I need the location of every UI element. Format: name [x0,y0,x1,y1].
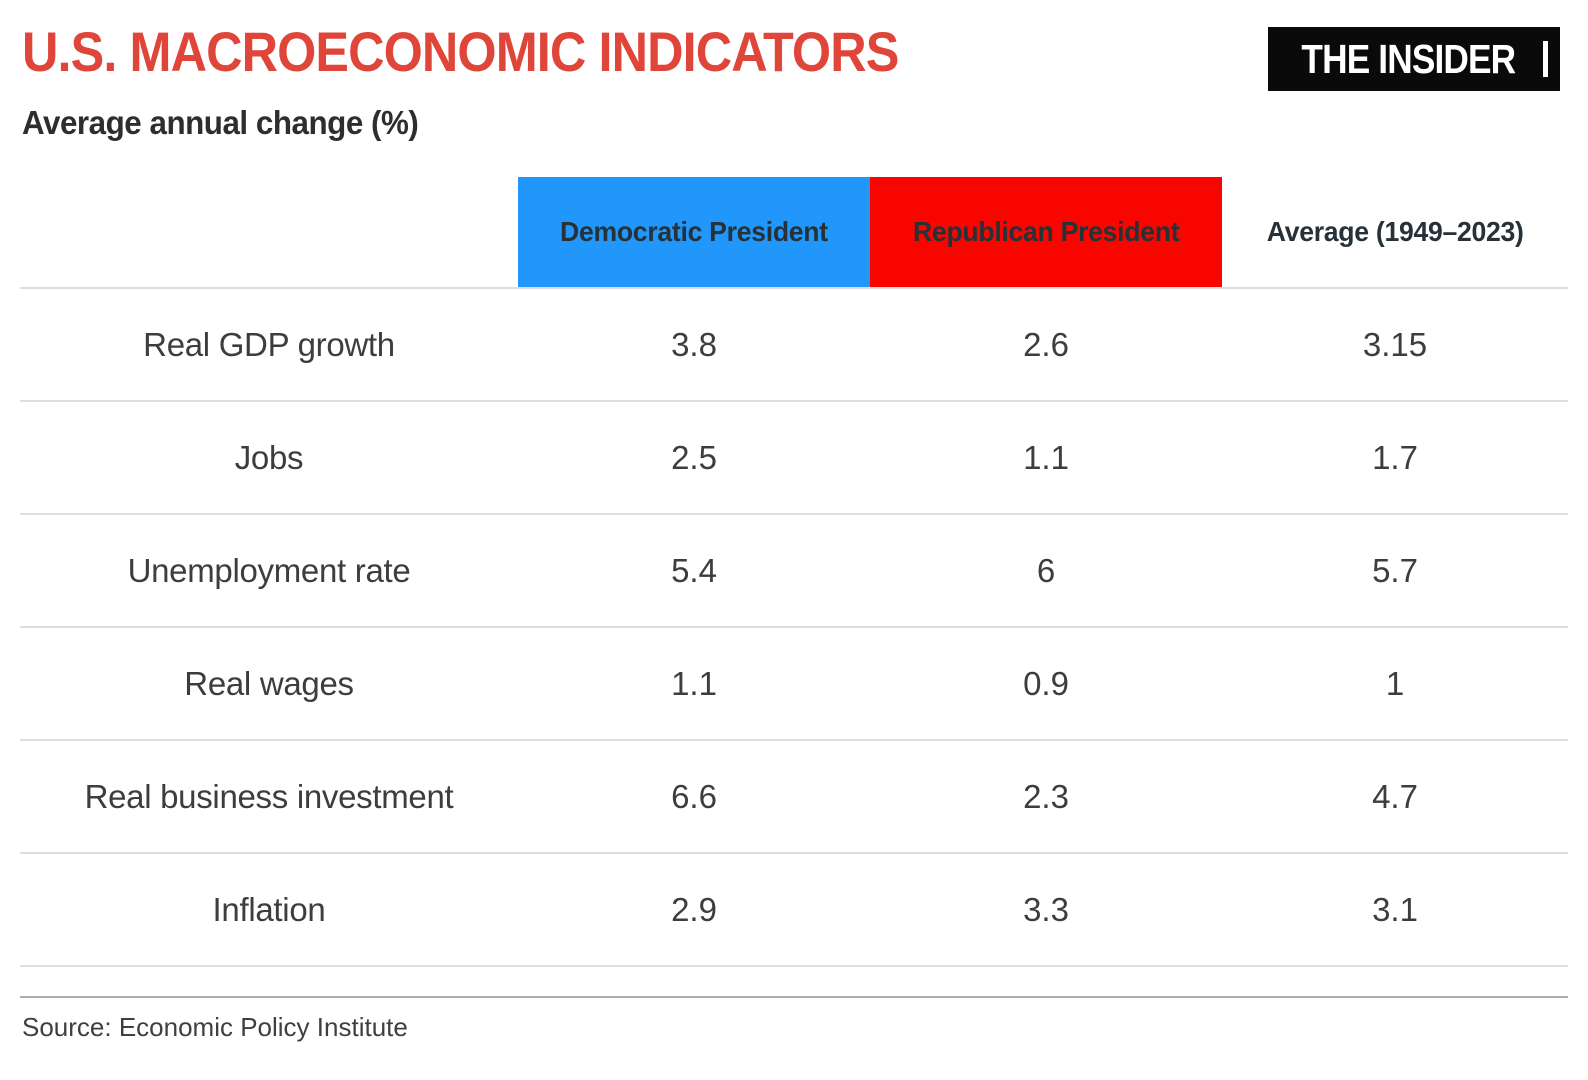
header-spacer-cell [20,177,518,287]
source-note: Source: Economic Policy Institute [22,1012,408,1042]
table-row: Unemployment rate 5.4 6 5.7 [20,515,1568,628]
row-label: Real business investment [84,777,454,815]
masthead: U.S. MACROECONOMIC INDICATORS THE INSIDE… [0,0,1588,139]
row-label: Unemployment rate [127,551,411,589]
cell-value-democratic: 5.4 [671,551,717,589]
cell-value-republican: 2.3 [1023,777,1069,815]
indicators-table: Democratic President Republican Presiden… [20,177,1568,996]
table-row: Jobs 2.5 1.1 1.7 [20,402,1568,515]
cell-value-democratic: 3.8 [671,325,717,363]
page-title: U.S. MACROECONOMIC INDICATORS [22,20,899,83]
table-row: Real GDP growth 3.8 2.6 3.15 [20,289,1568,402]
column-header-democratic-label: Democratic President [560,216,828,247]
cell-value-republican: 3.3 [1023,890,1069,928]
row-label: Real GDP growth [143,325,395,363]
brand-logo: THE INSIDER [1268,27,1560,91]
cell-value-average: 1.7 [1372,438,1418,476]
logo-cursor-bar [1543,41,1548,77]
table-row: Inflation 2.9 3.3 3.1 [20,854,1568,967]
column-header-democratic: Democratic President [518,177,870,287]
column-header-republican-label: Republican President [912,216,1180,247]
table-row: Real wages 1.1 0.9 1 [20,628,1568,741]
column-header-average: Average (1949–2023) [1222,177,1568,287]
cell-value-democratic: 2.9 [671,890,717,928]
table-header-row: Democratic President Republican Presiden… [20,177,1568,289]
cell-value-republican: 1.1 [1023,438,1069,476]
cell-value-democratic: 1.1 [671,664,717,702]
row-label: Real wages [184,664,354,702]
footer-divider [20,996,1568,998]
cell-value-republican: 2.6 [1023,325,1069,363]
row-label: Inflation [212,890,326,928]
cell-value-average: 3.1 [1372,890,1418,928]
cell-value-average: 5.7 [1372,551,1418,589]
row-label: Jobs [234,438,304,476]
table-footer-spacer [20,967,1568,996]
cell-value-average: 1 [1385,664,1405,702]
table-row: Real business investment 6.6 2.3 4.7 [20,741,1568,854]
brand-logo-text: THE INSIDER [1301,35,1517,82]
cell-value-democratic: 6.6 [671,777,717,815]
cell-value-average: 4.7 [1372,777,1418,815]
cell-value-republican: 0.9 [1023,664,1069,702]
cell-value-republican: 6 [1036,551,1056,589]
cell-value-average: 3.15 [1362,325,1428,363]
cell-value-democratic: 2.5 [671,438,717,476]
page-subtitle: Average annual change (%) [22,104,419,141]
column-header-average-label: Average (1949–2023) [1266,216,1524,247]
column-header-republican: Republican President [870,177,1222,287]
